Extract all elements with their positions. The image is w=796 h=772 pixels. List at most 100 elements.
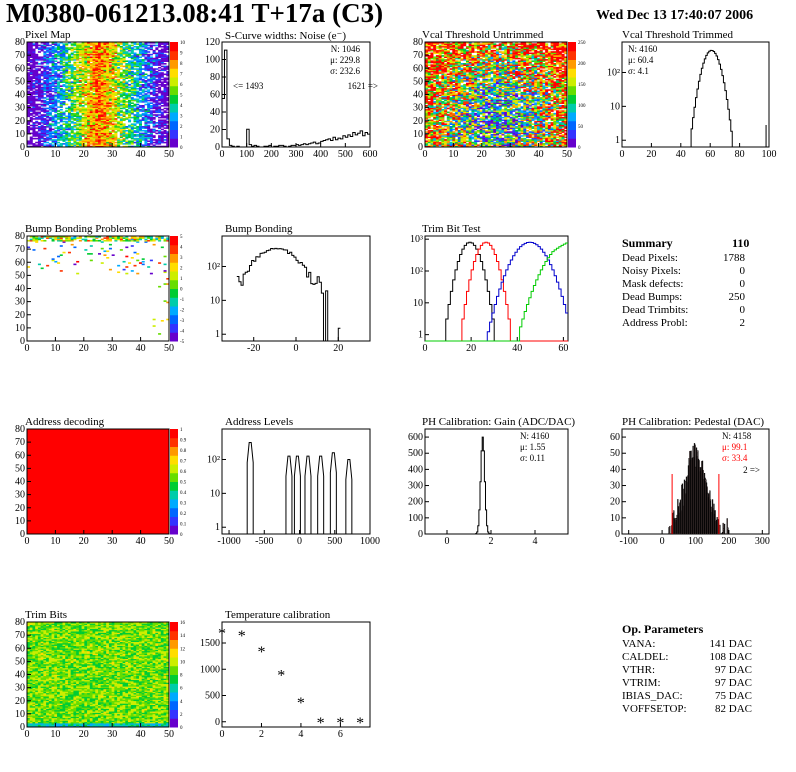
heatmap-cell: [474, 133, 478, 136]
heatmap-cell: [37, 69, 41, 72]
heatmap-cell: [89, 119, 93, 122]
heatmap-cell: [103, 45, 107, 48]
heatmap-cell: [460, 72, 464, 74]
heatmap-cell: [37, 103, 41, 106]
heatmap-cell: [444, 112, 448, 115]
heatmap-cell: [465, 137, 469, 140]
heatmap-cell: [144, 87, 148, 90]
heatmap-cell: [27, 81, 31, 83]
heatmap-cell: [40, 57, 44, 60]
heatmap-cell: [427, 59, 431, 61]
heatmap-cell: [59, 42, 63, 44]
heatmap-cell: [103, 103, 107, 106]
heatmap-cell: [427, 120, 431, 123]
heatmap-cell: [70, 87, 74, 90]
heatmap-cell: [98, 122, 102, 124]
heatmap-cell: [166, 60, 170, 62]
heatmap-cell: [141, 94, 145, 97]
heatmap-cell: [103, 61, 107, 64]
heatmap-cell: [444, 140, 448, 143]
heatmap-cell: [435, 80, 439, 82]
heatmap-cell: [54, 90, 58, 93]
heatmap-cell: [479, 95, 483, 98]
heatmap-cell: [130, 127, 134, 129]
heatmap-cell: [430, 60, 434, 62]
heatmap-cell: [98, 76, 102, 78]
heatmap-cell: [59, 66, 63, 69]
heatmap-cell: [138, 45, 142, 48]
heatmap-cell: [103, 70, 107, 73]
heatmap-cell: [160, 132, 164, 135]
heatmap-cell: [455, 102, 459, 104]
heatmap-cell: [100, 141, 104, 144]
heatmap-cell: [430, 74, 434, 77]
heatmap-cell: [84, 74, 88, 77]
heatmap-cell: [435, 43, 439, 45]
heatmap-cell: [163, 103, 167, 106]
heatmap-cell: [133, 116, 137, 119]
heatmap-cell: [166, 91, 170, 94]
heatmap-cell: [465, 99, 469, 102]
heatmap-cell: [106, 81, 110, 83]
heatmap-cell: [460, 81, 464, 83]
heatmap-cell: [108, 98, 112, 101]
heatmap-cell: [78, 107, 82, 110]
heatmap-cell: [133, 135, 137, 137]
heatmap-cell: [155, 47, 159, 49]
heatmap-cell: [471, 118, 475, 120]
heatmap-cell: [125, 42, 129, 44]
heatmap-cell: [474, 45, 478, 48]
heatmap-cell: [65, 64, 69, 66]
heatmap-cell: [476, 123, 480, 125]
heatmap-cell: [435, 72, 439, 74]
heatmap-cell: [141, 97, 145, 99]
heatmap-cell: [95, 106, 99, 108]
heatmap-cell: [455, 72, 459, 74]
heatmap-cell: [133, 124, 137, 127]
heatmap-cell: [452, 85, 456, 87]
heatmap-cell: [455, 106, 459, 108]
heatmap-cell: [433, 111, 437, 114]
heatmap-cell: [65, 116, 69, 119]
heatmap-cell: [108, 114, 112, 116]
heatmap-cell: [111, 108, 115, 111]
heatmap-cell: [70, 81, 74, 83]
heatmap-cell: [446, 82, 450, 85]
heatmap-cell: [438, 105, 442, 107]
heatmap-cell: [471, 114, 475, 116]
heatmap-cell: [474, 73, 478, 76]
heatmap-cell: [46, 110, 50, 112]
heatmap-cell: [67, 128, 71, 131]
heatmap-cell: [446, 105, 450, 107]
heatmap-cell: [67, 87, 71, 90]
heatmap-cell: [460, 140, 464, 143]
heatmap-cell: [476, 140, 480, 143]
heatmap-cell: [463, 66, 467, 69]
heatmap-cell: [40, 124, 44, 127]
heatmap-cell: [76, 51, 80, 53]
heatmap-cell: [452, 65, 456, 68]
heatmap-cell: [435, 57, 439, 60]
heatmap-cell: [452, 119, 456, 122]
heatmap-cell: [114, 118, 118, 120]
heatmap-cell: [84, 137, 88, 140]
heatmap-cell: [476, 68, 480, 70]
heatmap-cell: [27, 55, 31, 57]
heatmap-cell: [67, 56, 71, 59]
heatmap-cell: [92, 72, 96, 74]
heatmap-cell: [452, 99, 456, 102]
heatmap-cell: [449, 52, 453, 55]
heatmap-cell: [59, 124, 63, 127]
heatmap-cell: [98, 103, 102, 106]
heatmap-cell: [29, 132, 33, 135]
heatmap-cell: [479, 63, 483, 65]
heatmap-cell: [460, 135, 464, 137]
heatmap-cell: [65, 141, 69, 144]
heatmap-cell: [114, 131, 118, 133]
heatmap-cell: [479, 59, 483, 61]
heatmap-cell: [35, 55, 39, 57]
heatmap-cell: [457, 105, 461, 107]
heatmap-cell: [438, 101, 442, 103]
heatmap-cell: [119, 48, 123, 51]
heatmap-cell: [108, 53, 112, 56]
